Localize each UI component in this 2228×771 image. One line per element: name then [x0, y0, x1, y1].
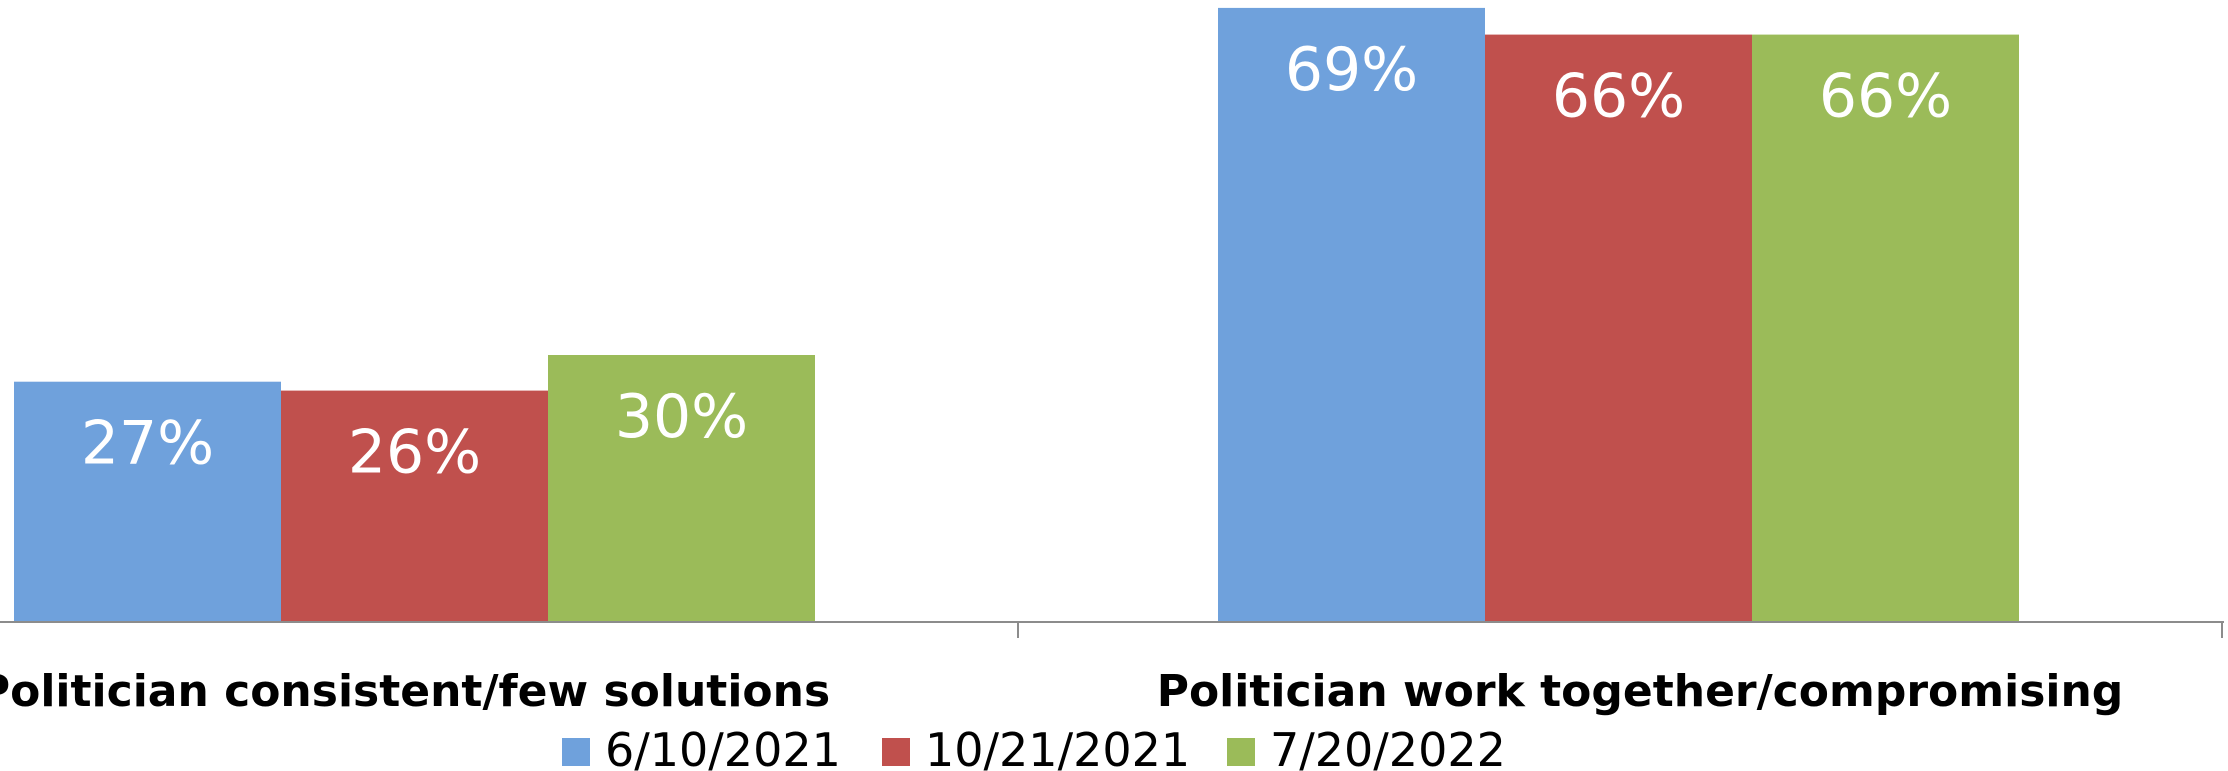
bar-2-series-2	[1485, 34, 1752, 623]
data-label-1-series-2: 26%	[348, 418, 481, 488]
legend-swatch-3	[1227, 738, 1255, 766]
category-label-1: Politician consistent/few solutions	[0, 666, 830, 717]
bar-2-series-3	[1752, 34, 2019, 623]
data-label-1-series-3: 30%	[615, 382, 748, 452]
legend-label-1: 6/10/2021	[605, 723, 841, 771]
bar-1-series-3	[548, 355, 815, 622]
legend-label-2: 10/21/2021	[925, 723, 1190, 771]
bar-1-series-2	[281, 390, 548, 622]
x-axis	[0, 621, 2224, 638]
data-label-1-series-1: 27%	[81, 409, 214, 479]
data-label-2-series-1: 69%	[1285, 35, 1418, 105]
legend-swatch-1	[562, 738, 590, 766]
legend: 6/10/2021 10/21/2021 7/20/2022	[562, 723, 1506, 771]
bar-1-series-1	[14, 381, 281, 622]
bar-2-series-1	[1218, 7, 1485, 622]
category-labels-layer: Politician consistent/few solutions Polit…	[0, 666, 2123, 717]
legend-label-3: 7/20/2022	[1270, 723, 1506, 771]
legend-swatch-2	[882, 738, 910, 766]
data-label-2-series-2: 66%	[1552, 62, 1685, 132]
category-label-2: Politician work together/compromising	[1157, 666, 2124, 717]
data-label-2-series-3: 66%	[1819, 62, 1952, 132]
data-labels-layer: 27% 26% 30% 69% 66% 66%	[81, 35, 1952, 488]
bars-layer	[14, 7, 2019, 623]
